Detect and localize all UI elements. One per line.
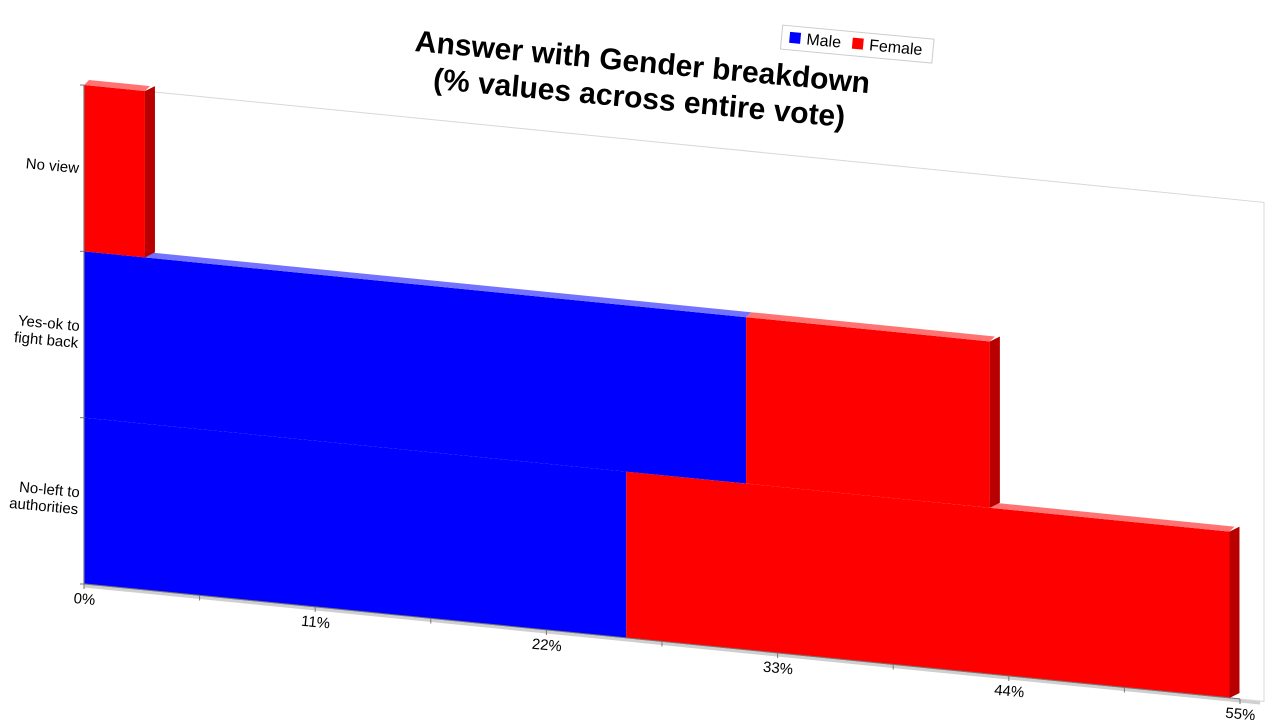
x-axis-floor bbox=[83, 584, 1261, 705]
x-tick-label-33: 33% bbox=[762, 659, 793, 679]
category-label-yes-ok-to-fight-back: Yes-ok tofight back bbox=[13, 312, 81, 352]
x-tick-label-22: 22% bbox=[531, 636, 562, 656]
x-tick-label-55: 55% bbox=[1225, 705, 1256, 720]
bar-top-no-view-female bbox=[84, 80, 150, 92]
bar-side-no-view-female bbox=[144, 86, 155, 258]
axes-group bbox=[80, 84, 1261, 705]
bar-no-left-to-authorities-female bbox=[626, 471, 1230, 698]
category-label-line: Yes-ok to bbox=[17, 312, 80, 335]
bar-side-yes-ok-to-fight-back-female bbox=[989, 336, 1000, 508]
bar-yes-ok-to-fight-back-female bbox=[746, 317, 990, 508]
x-tick-label-0: 0% bbox=[73, 590, 96, 609]
legend: Male Female bbox=[779, 24, 935, 64]
x-tick-label-11: 11% bbox=[300, 613, 330, 633]
legend-label-male: Male bbox=[806, 31, 842, 51]
category-label-line: No view bbox=[25, 155, 80, 177]
x-tick-labels: 0% 11% 22% 33% 44% 55% bbox=[73, 590, 1256, 720]
category-label-line: fight back bbox=[13, 329, 79, 352]
bar-no-left-to-authorities-male bbox=[84, 417, 627, 638]
category-label-line: authorities bbox=[8, 495, 78, 518]
x-tick-label-44: 44% bbox=[993, 682, 1024, 702]
legend-label-female: Female bbox=[868, 37, 923, 59]
category-label-line: No-left to bbox=[18, 479, 80, 502]
bar-top-yes-ok-to-fight-back-male bbox=[84, 246, 752, 318]
legend-swatch-male bbox=[789, 31, 802, 44]
bar-side-no-left-to-authorities-female bbox=[1229, 526, 1240, 698]
bar-yes-ok-to-fight-back-male bbox=[84, 251, 747, 484]
category-label-no-view: No view bbox=[25, 155, 80, 177]
category-label-no-left-to-authorities: No-left toauthorities bbox=[8, 478, 80, 518]
legend-swatch-female bbox=[851, 37, 864, 50]
category-labels: No view Yes-ok tofight back No-left toauth… bbox=[8, 155, 81, 518]
bar-top-yes-ok-to-fight-back-female bbox=[746, 312, 995, 342]
bars-group bbox=[84, 80, 1240, 698]
bar-no-view-female bbox=[84, 85, 145, 258]
